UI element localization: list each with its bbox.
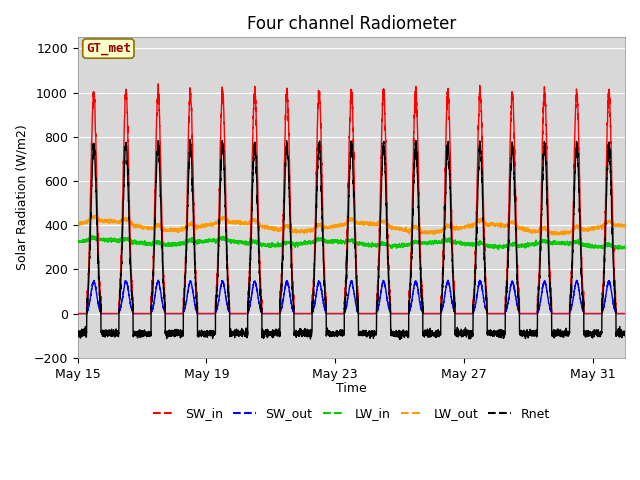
Legend: SW_in, SW_out, LW_in, LW_out, Rnet: SW_in, SW_out, LW_in, LW_out, Rnet	[148, 403, 555, 425]
Text: GT_met: GT_met	[86, 42, 131, 55]
Y-axis label: Solar Radiation (W/m2): Solar Radiation (W/m2)	[15, 125, 28, 270]
Title: Four channel Radiometer: Four channel Radiometer	[246, 15, 456, 33]
X-axis label: Time: Time	[336, 382, 367, 395]
